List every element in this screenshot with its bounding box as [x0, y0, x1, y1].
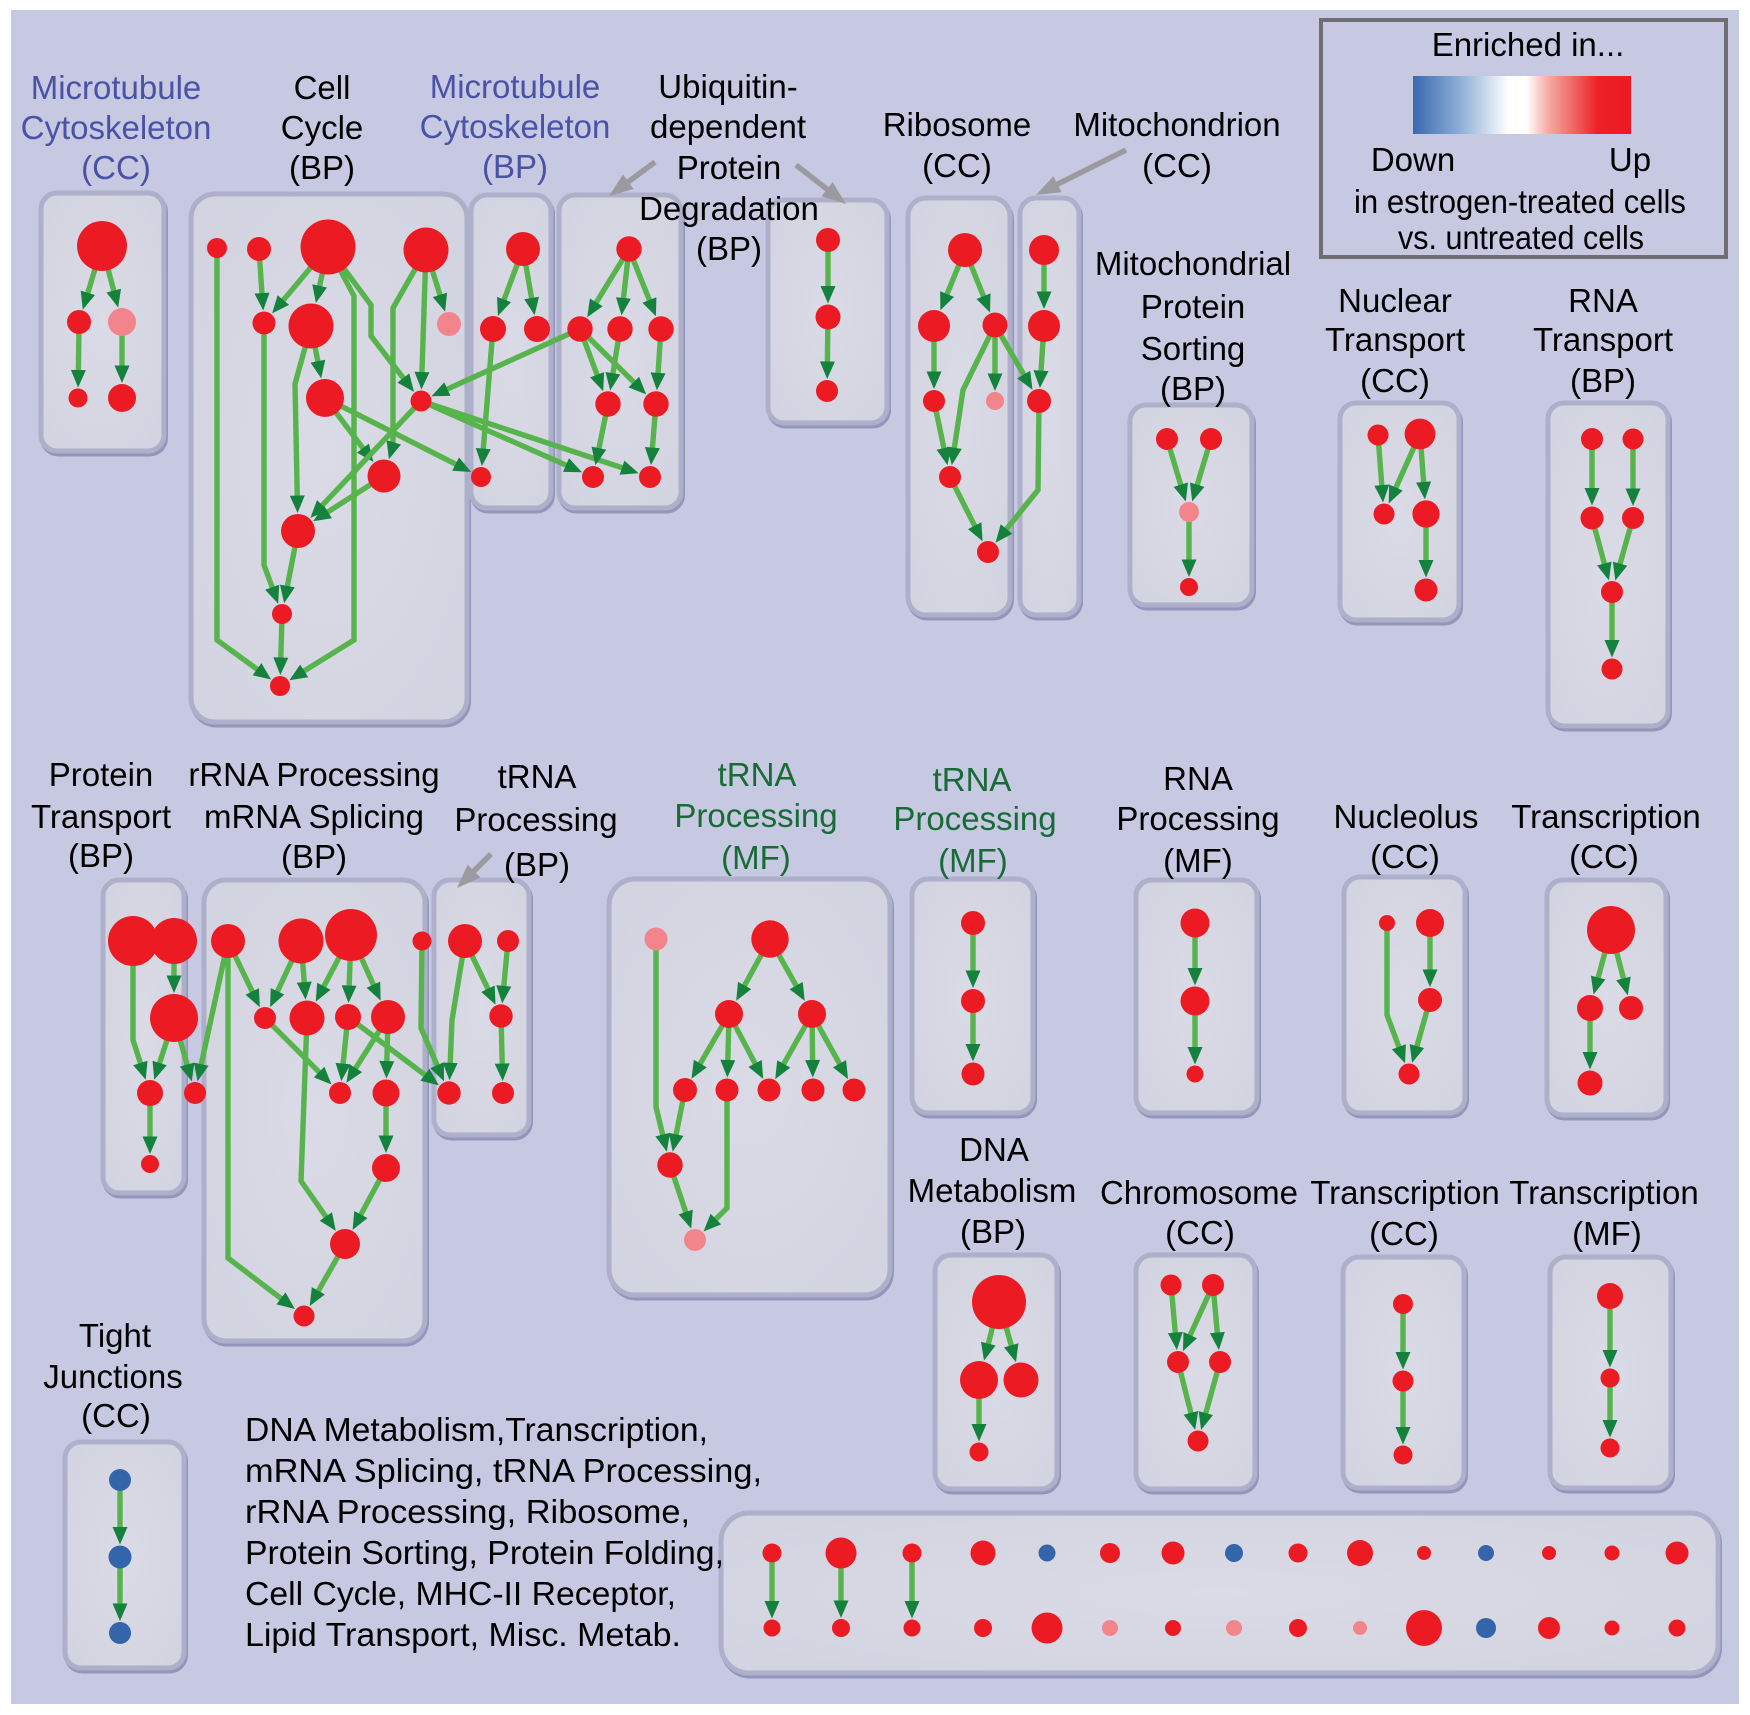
svg-text:(BP): (BP) — [1160, 370, 1226, 407]
svg-text:rRNA Processing: rRNA Processing — [188, 756, 439, 793]
svg-text:Cytoskeleton: Cytoskeleton — [21, 109, 212, 146]
svg-text:Processing: Processing — [674, 797, 837, 834]
svg-text:dependent: dependent — [650, 108, 806, 145]
svg-text:(MF): (MF) — [1572, 1215, 1642, 1252]
svg-text:Down: Down — [1371, 141, 1455, 178]
svg-text:in estrogen-treated cells: in estrogen-treated cells — [1354, 183, 1686, 220]
svg-text:Microtubule: Microtubule — [31, 69, 202, 106]
svg-text:(CC): (CC) — [1165, 1214, 1235, 1251]
svg-text:Mitochondrion: Mitochondrion — [1073, 106, 1280, 143]
svg-text:Sorting: Sorting — [1141, 330, 1246, 367]
svg-text:Metabolism: Metabolism — [908, 1172, 1077, 1209]
svg-text:(BP): (BP) — [289, 149, 355, 186]
svg-text:(BP): (BP) — [281, 838, 347, 875]
svg-text:Protein: Protein — [1141, 288, 1246, 325]
svg-text:Transcription: Transcription — [1511, 798, 1701, 835]
svg-text:Transcription: Transcription — [1310, 1174, 1500, 1211]
svg-text:Transcription: Transcription — [1509, 1174, 1699, 1211]
svg-text:(CC): (CC) — [1370, 838, 1440, 875]
svg-text:Processing: Processing — [893, 800, 1056, 837]
svg-text:(MF): (MF) — [1163, 842, 1233, 879]
svg-text:(CC): (CC) — [922, 147, 992, 184]
svg-text:Tight: Tight — [79, 1317, 151, 1354]
svg-text:Degradation: Degradation — [639, 190, 819, 227]
svg-text:Transport: Transport — [1533, 321, 1673, 358]
svg-text:RNA: RNA — [1568, 282, 1638, 319]
svg-text:(BP): (BP) — [960, 1213, 1026, 1250]
svg-text:Protein Sorting, Protein Foldi: Protein Sorting, Protein Folding, — [245, 1534, 724, 1571]
svg-text:Ubiquitin-: Ubiquitin- — [658, 68, 797, 105]
svg-text:Nuclear: Nuclear — [1338, 282, 1452, 319]
svg-text:vs. untreated cells: vs. untreated cells — [1398, 219, 1644, 256]
svg-text:Enriched in...: Enriched in... — [1432, 26, 1625, 63]
svg-text:(CC): (CC) — [81, 149, 151, 186]
svg-text:(CC): (CC) — [81, 1397, 151, 1434]
svg-text:Processing: Processing — [454, 801, 617, 838]
svg-text:(BP): (BP) — [504, 846, 570, 883]
svg-text:(BP): (BP) — [68, 837, 134, 874]
svg-text:Mitochondrial: Mitochondrial — [1095, 245, 1291, 282]
svg-text:Microtubule: Microtubule — [430, 68, 601, 105]
svg-text:Transport: Transport — [1325, 321, 1465, 358]
svg-text:(CC): (CC) — [1360, 362, 1430, 399]
svg-text:(CC): (CC) — [1142, 147, 1212, 184]
svg-text:mRNA Splicing: mRNA Splicing — [204, 798, 424, 835]
svg-text:rRNA Processing, Ribosome,: rRNA Processing, Ribosome, — [245, 1493, 690, 1530]
svg-text:Cycle: Cycle — [281, 109, 364, 146]
svg-text:DNA Metabolism,Transcription,: DNA Metabolism,Transcription, — [245, 1411, 708, 1448]
svg-text:Protein: Protein — [677, 149, 782, 186]
svg-text:Cell: Cell — [294, 69, 351, 106]
svg-text:Up: Up — [1609, 141, 1651, 178]
svg-text:(BP): (BP) — [1570, 362, 1636, 399]
svg-text:tRNA: tRNA — [718, 756, 797, 793]
svg-text:(CC): (CC) — [1569, 838, 1639, 875]
svg-text:(MF): (MF) — [721, 839, 791, 876]
svg-text:Nucleolus: Nucleolus — [1334, 798, 1479, 835]
svg-text:Ribosome: Ribosome — [883, 106, 1032, 143]
svg-text:(BP): (BP) — [482, 148, 548, 185]
svg-text:(MF): (MF) — [938, 842, 1008, 879]
svg-text:Junctions: Junctions — [43, 1358, 182, 1395]
svg-text:Protein: Protein — [49, 756, 154, 793]
svg-text:Lipid Transport, Misc. Metab.: Lipid Transport, Misc. Metab. — [245, 1616, 681, 1653]
svg-text:Chromosome: Chromosome — [1100, 1174, 1298, 1211]
svg-text:Cell Cycle, MHC-II Receptor,: Cell Cycle, MHC-II Receptor, — [245, 1575, 676, 1612]
svg-text:DNA: DNA — [959, 1131, 1029, 1168]
svg-text:Cytoskeleton: Cytoskeleton — [420, 108, 611, 145]
svg-text:tRNA: tRNA — [933, 761, 1012, 798]
svg-text:RNA: RNA — [1163, 760, 1233, 797]
svg-text:(CC): (CC) — [1369, 1215, 1439, 1252]
svg-text:(BP): (BP) — [696, 230, 762, 267]
svg-text:Transport: Transport — [31, 798, 171, 835]
svg-text:tRNA: tRNA — [498, 758, 577, 795]
svg-text:mRNA Splicing, tRNA Processing: mRNA Splicing, tRNA Processing, — [245, 1452, 762, 1489]
svg-text:Processing: Processing — [1116, 800, 1279, 837]
